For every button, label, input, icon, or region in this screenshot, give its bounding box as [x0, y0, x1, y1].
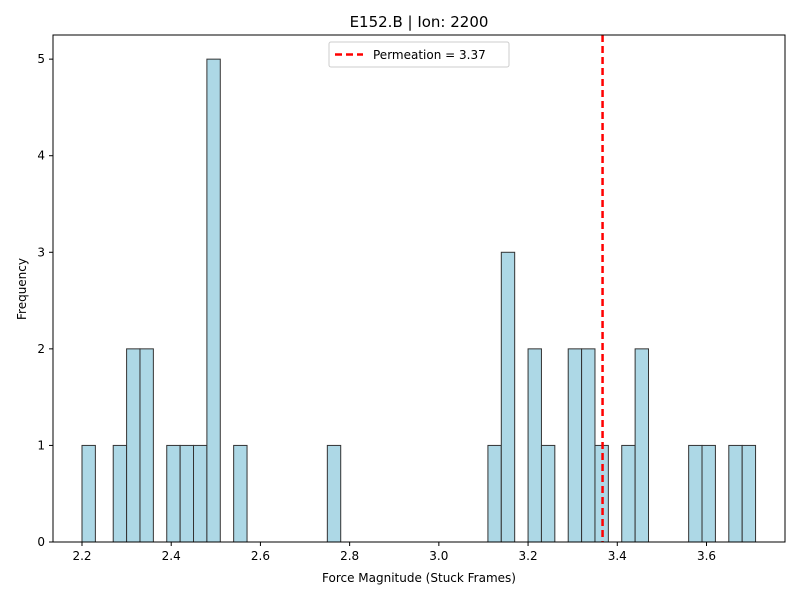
plot-frame: [52, 34, 786, 543]
legend-box: [328, 41, 510, 68]
histogram-bar: [581, 348, 596, 543]
x-tick-label: 2.2: [72, 549, 91, 563]
histogram-bar: [527, 348, 542, 543]
histogram-bar: [166, 444, 181, 543]
y-tick-label: 1: [37, 438, 45, 452]
histogram-bar: [741, 444, 757, 543]
histogram-bar: [567, 348, 583, 543]
histogram-bar: [540, 444, 556, 543]
histogram-bar: [139, 348, 154, 543]
y-tick-label: 4: [37, 149, 45, 163]
y-axis-ticks: 0 1 2 3 4 5: [37, 52, 53, 549]
y-tick-label: 0: [37, 535, 45, 549]
x-tick-label: 3.6: [697, 549, 716, 563]
histogram-bar: [634, 348, 650, 543]
y-axis-label: Frequency: [15, 258, 29, 320]
x-axis-ticks: 2.2 2.4 2.6 2.8 3.0 3.2 3.4 3.6: [72, 542, 716, 563]
histogram-bar: [701, 444, 716, 543]
histogram-bar: [688, 444, 703, 543]
histogram-bar: [621, 444, 636, 543]
histogram-bar: [500, 251, 516, 543]
histogram-bar: [112, 444, 128, 543]
x-tick-label: 3.4: [608, 549, 627, 563]
histogram-bar: [326, 444, 342, 543]
y-tick-label: 5: [37, 52, 45, 66]
bars-group: [81, 58, 757, 543]
y-tick-label: 3: [37, 245, 45, 259]
y-tick-label: 2: [37, 342, 45, 356]
chart-title: E152.B | Ion: 2200: [350, 13, 489, 31]
x-tick-label: 2.6: [251, 549, 270, 563]
histogram-bar: [193, 444, 208, 543]
histogram-bar: [126, 348, 141, 543]
histogram-bar: [233, 444, 248, 543]
histogram-bar: [206, 58, 221, 543]
x-tick-label: 2.4: [162, 549, 181, 563]
histogram-bar: [728, 444, 743, 543]
histogram-bar: [81, 444, 96, 543]
legend-label: Permeation = 3.37: [373, 48, 486, 62]
histogram-bar: [487, 444, 502, 543]
x-tick-label: 3.0: [429, 549, 448, 563]
legend: Permeation = 3.37: [328, 41, 510, 68]
x-tick-label: 3.2: [519, 549, 538, 563]
histogram-bar: [179, 444, 195, 543]
x-axis-label: Force Magnitude (Stuck Frames): [322, 571, 516, 585]
x-tick-label: 2.8: [340, 549, 359, 563]
